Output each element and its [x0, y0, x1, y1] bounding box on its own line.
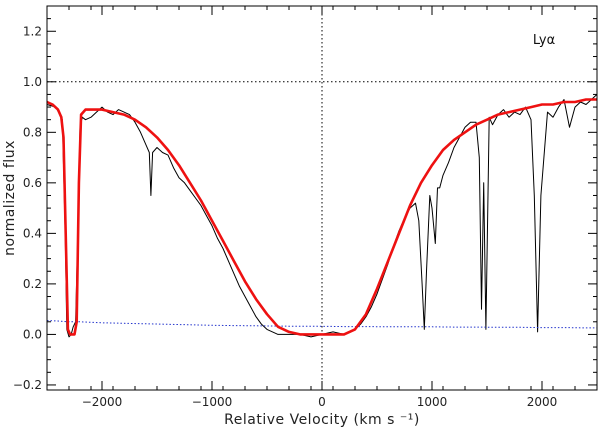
series-layer — [46, 94, 598, 338]
y-tick-label: 1.2 — [23, 24, 42, 38]
x-tick-label: −1000 — [192, 395, 233, 409]
y-tick-label: 1.0 — [23, 75, 42, 89]
y-tick-label: 0.0 — [23, 327, 42, 341]
x-tick-label: 2000 — [527, 395, 558, 409]
y-tick-label: 0.6 — [23, 176, 42, 190]
x-tick-label: 1000 — [417, 395, 448, 409]
error-spectrum-line — [46, 320, 597, 329]
x-axis-label: Relative Velocity (km s ⁻¹) — [224, 412, 420, 428]
y-axis-label: normalized flux — [2, 140, 18, 256]
y-tick-label: 0.8 — [23, 125, 42, 139]
y-tick-label: −0.2 — [13, 378, 42, 392]
x-tick-label: −2000 — [82, 395, 123, 409]
axis-tick-labels: −2000 −1000 0 1000 2000 −0.2 0.0 0.2 0.4 0.6 0.8 1.… — [13, 24, 557, 409]
y-tick-label: 0.2 — [23, 277, 42, 291]
line-annotation: Lyα — [533, 33, 555, 48]
y-tick-label: 0.4 — [23, 226, 42, 240]
model-fit-line — [46, 98, 597, 336]
x-tick-label: 0 — [318, 395, 326, 409]
axis-ticks — [46, 5, 598, 390]
reference-lines — [47, 6, 597, 390]
